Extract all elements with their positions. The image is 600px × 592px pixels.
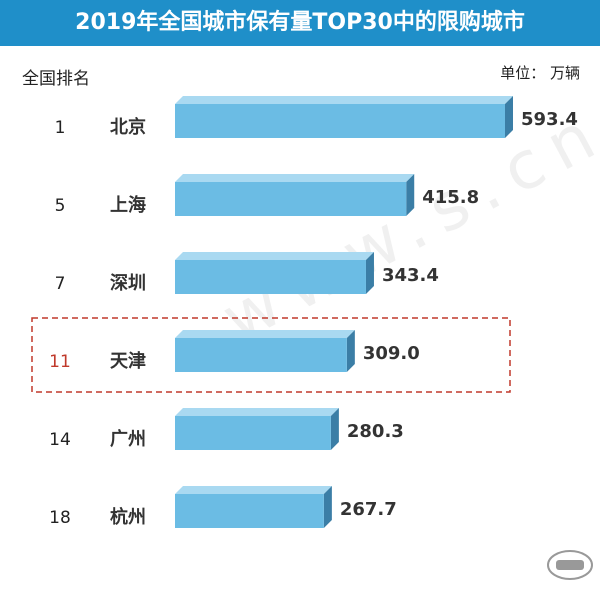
bar — [175, 104, 505, 138]
bar-top-face — [175, 174, 415, 182]
bar-side-face — [323, 486, 332, 528]
rank-label: 18 — [49, 508, 71, 528]
bar-top-face — [175, 330, 355, 338]
bar — [175, 494, 324, 528]
bar-side-face — [346, 330, 355, 372]
bar-row: 7 深圳 343.4 — [55, 252, 439, 294]
title-bar — [0, 0, 600, 46]
value-label: 280.3 — [347, 421, 404, 442]
rank-header: 全国排名 — [22, 69, 90, 89]
city-label: 杭州 — [110, 506, 146, 528]
value-label: 415.8 — [422, 187, 479, 208]
bar — [175, 182, 407, 216]
unit-label: 单位： 万辆 — [500, 64, 580, 82]
bar-top-face — [175, 486, 332, 494]
rank-label: 7 — [55, 274, 66, 294]
value-label: 267.7 — [340, 499, 397, 520]
city-label: 广州 — [110, 428, 146, 450]
bar-top-face — [175, 252, 374, 260]
bar-side-face — [330, 408, 339, 450]
bar — [175, 338, 347, 372]
city-label: 上海 — [110, 194, 146, 216]
city-label: 北京 — [110, 116, 146, 138]
city-label: 天津 — [110, 350, 146, 372]
rank-label: 5 — [55, 196, 66, 216]
bar-row: 5 上海 415.8 — [55, 174, 479, 216]
rank-label: 14 — [49, 430, 71, 450]
bar-row: 18 杭州 267.7 — [49, 486, 397, 528]
bar-row: 11 天津 309.0 — [49, 330, 420, 372]
bar-side-face — [365, 252, 374, 294]
bar-side-face — [505, 96, 513, 138]
bar-top-face — [175, 408, 339, 416]
rank-label: 1 — [55, 118, 66, 138]
bar-top-face — [175, 96, 513, 104]
value-label: 309.0 — [363, 343, 420, 364]
bar-row: 14 广州 280.3 — [49, 408, 404, 450]
value-label: 343.4 — [382, 265, 439, 286]
highlight-box — [31, 317, 511, 393]
city-label: 深圳 — [110, 272, 146, 294]
value-label: 593.4 — [521, 109, 578, 130]
logo-icon — [547, 550, 593, 580]
bar-row: 1 北京 593.4 — [55, 96, 578, 138]
bar-side-face — [406, 174, 415, 216]
bar — [175, 416, 331, 450]
chart-title: 2019年全国城市保有量TOP30中的限购城市 — [75, 10, 525, 35]
rank-label: 11 — [49, 352, 71, 372]
bar — [175, 260, 366, 294]
